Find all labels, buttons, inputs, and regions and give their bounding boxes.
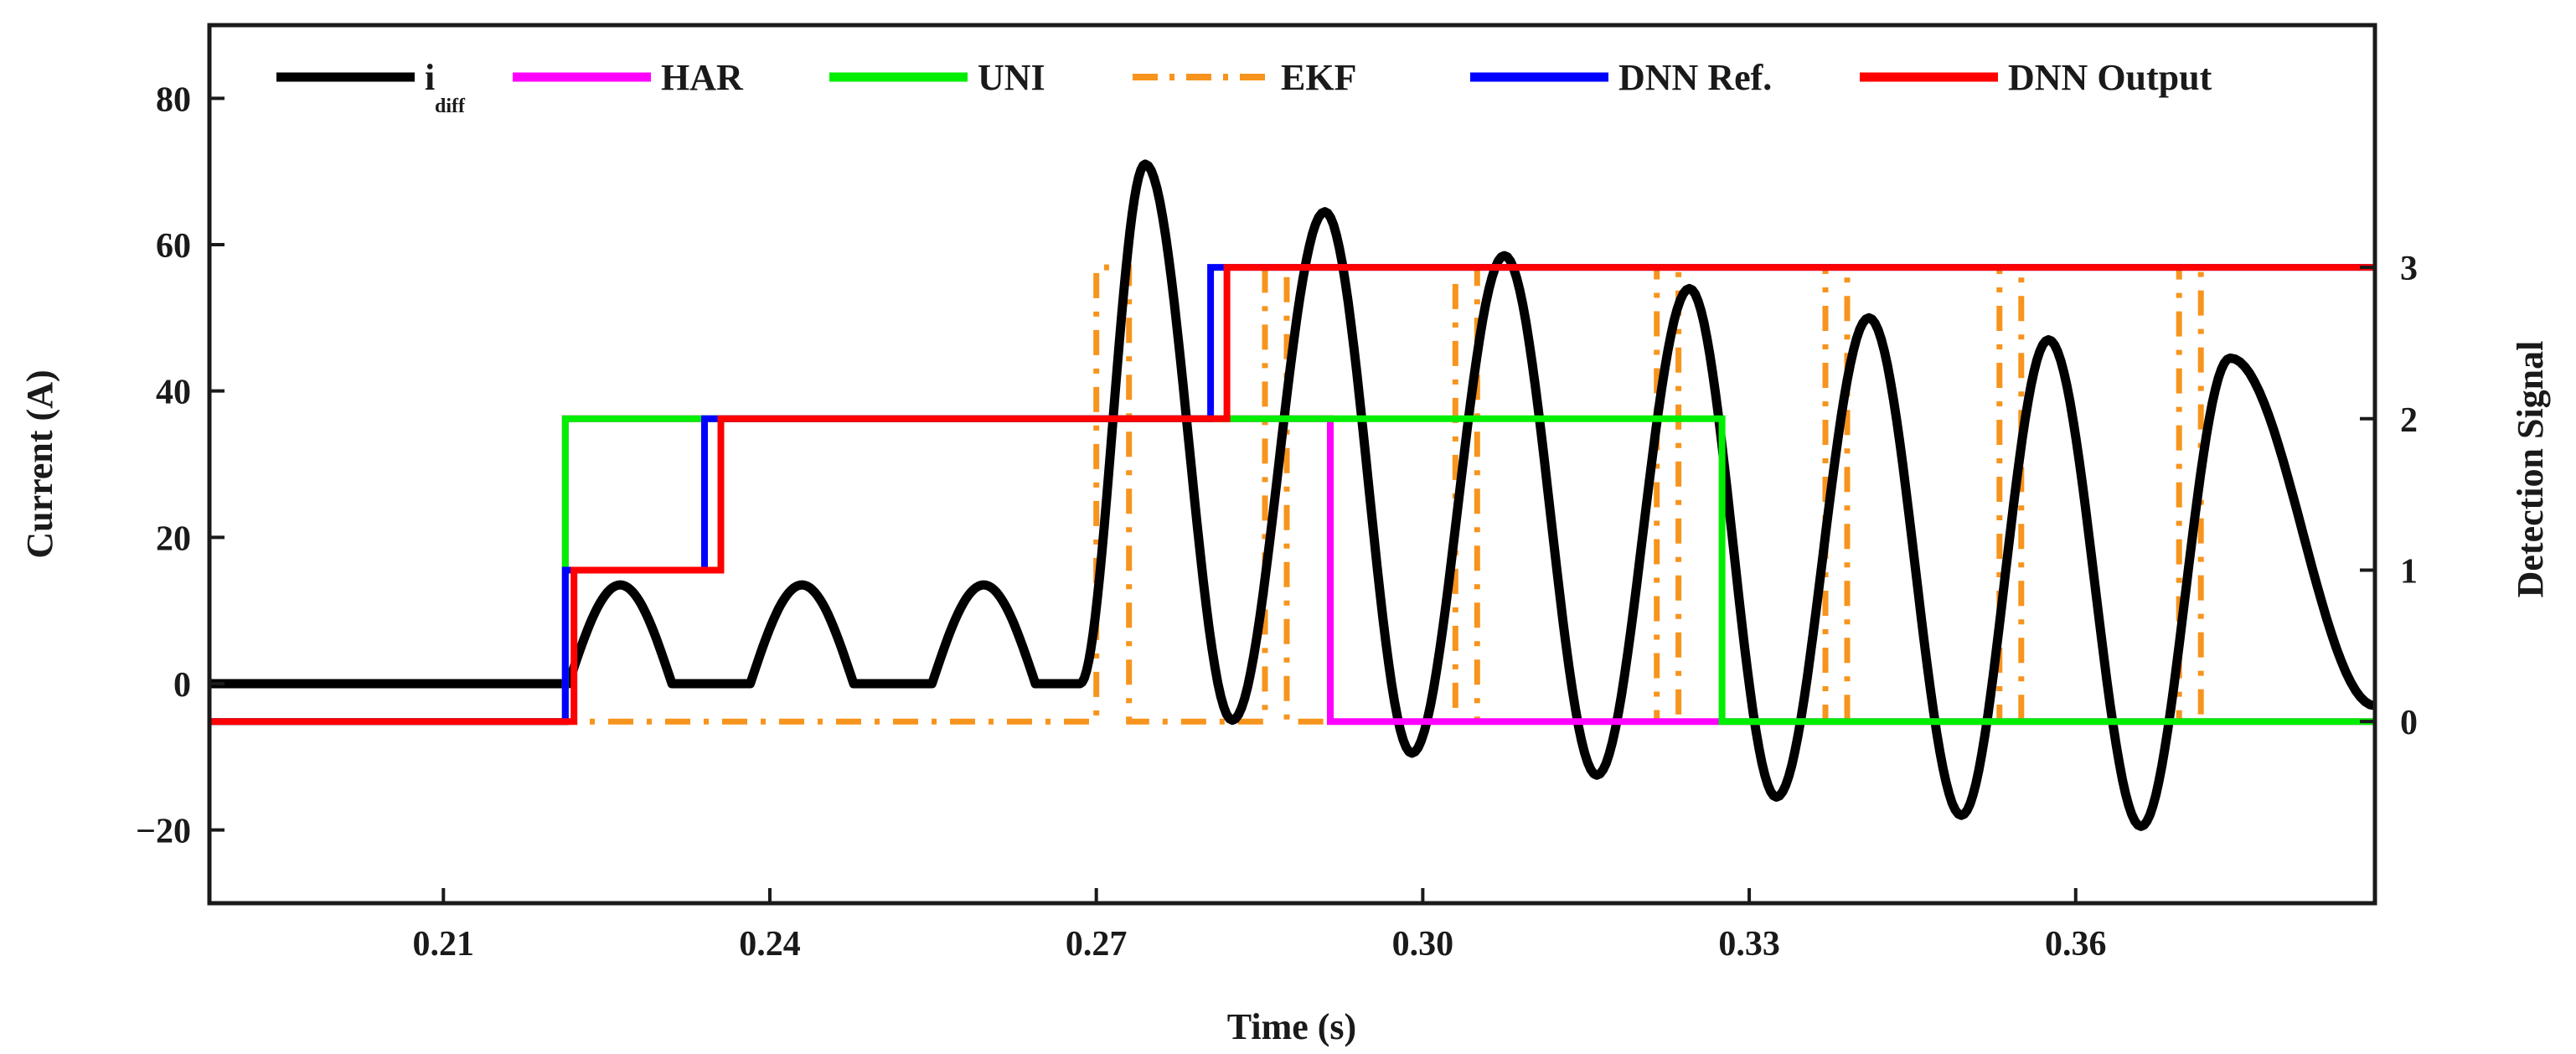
legend-label-har: HAR — [661, 57, 744, 98]
legend-label-uni: UNI — [978, 57, 1045, 98]
y-tick-label: 20 — [156, 519, 191, 558]
legend-sublabel-idiff: diff — [435, 96, 466, 117]
series-dnnout — [209, 264, 2375, 726]
legend-label-idiff: i — [425, 57, 435, 98]
y-axis-title: Current (A) — [19, 369, 60, 558]
series-layer — [209, 159, 2375, 831]
plot-background — [209, 25, 2375, 903]
x-tick-label: 0.24 — [739, 925, 801, 964]
x-tick-label: 0.30 — [1392, 925, 1454, 964]
series-idiff — [209, 159, 2375, 831]
series-group — [209, 159, 2375, 831]
x-tick-label: 0.36 — [2045, 925, 2107, 964]
y2-tick-label: 2 — [2400, 401, 2418, 440]
legend-label-ekf: EKF — [1281, 57, 1356, 98]
x-axis-title: Time (s) — [1227, 1006, 1356, 1047]
y2-tick-label: 3 — [2400, 250, 2418, 288]
y2-axis-title: Detection Signal — [2510, 341, 2551, 598]
y-tick-label: 40 — [156, 374, 191, 412]
legend-label-dnnout: DNN Output — [2008, 57, 2212, 98]
legend-label-dnnref: DNN Ref. — [1618, 57, 1772, 98]
x-tick-label: 0.33 — [1718, 925, 1780, 964]
y2-tick-label: 1 — [2400, 552, 2418, 591]
x-tick-label: 0.27 — [1066, 925, 1128, 964]
y-tick-label: 60 — [156, 227, 191, 266]
ticks-layer: 0.21 0.24 0.27 0.30 0.33 0.36 80 60 40 20 0 −20 0 1 2 3 — [136, 80, 2418, 964]
plot-frame — [207, 23, 2377, 906]
series-dnnref — [209, 264, 2375, 726]
y-tick-label: 80 — [156, 80, 191, 119]
y-tick-label: −20 — [136, 813, 191, 851]
y2-tick-label: 0 — [2400, 704, 2418, 742]
x-tick-label: 0.21 — [413, 925, 475, 964]
y-tick-label: 0 — [173, 666, 191, 705]
